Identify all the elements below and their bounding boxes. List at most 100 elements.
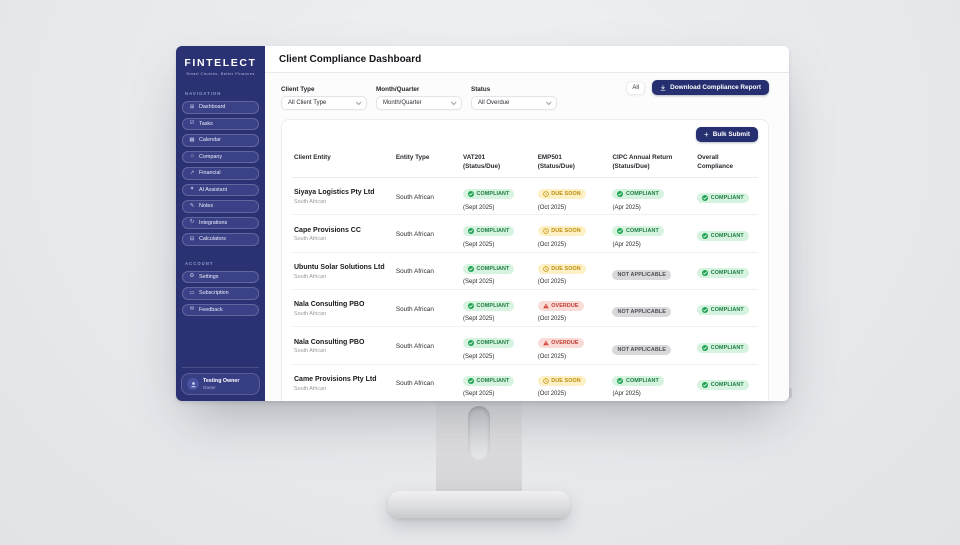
client-name: Came Provisions Pty Ltd	[294, 376, 377, 384]
sidebar-item-notes[interactable]: ✎ Notes	[182, 200, 259, 213]
notes-icon: ✎	[189, 202, 195, 209]
check-circle-icon	[702, 269, 709, 276]
sidebar-item-label: Financial	[199, 170, 221, 177]
calculators-icon: ⊟	[189, 235, 195, 242]
filter-bar: Client Type All Client Type Month/Quarte…	[265, 73, 789, 119]
monitor-power-button	[787, 388, 792, 398]
client-subtype: South African	[294, 236, 327, 243]
overall-compliance-badge: COMPLIANT	[697, 193, 749, 204]
account-section-label: ACCOUNT	[185, 260, 214, 266]
vat201-status-badge: COMPLIANT	[463, 263, 515, 274]
client-name: Ubuntu Solar Solutions Ltd	[294, 264, 385, 272]
client-subtype: South African	[294, 273, 327, 280]
cipc-status-badge: COMPLIANT	[612, 375, 664, 386]
avatar	[187, 378, 199, 390]
emp501-status-badge: DUE SOON	[537, 263, 586, 274]
table-row[interactable]: Siyaya Logistics Pty Ltd South African S…	[292, 178, 758, 216]
check-circle-icon	[617, 377, 624, 384]
check-circle-icon	[702, 195, 709, 202]
sidebar-item-company[interactable]: ⌂ Company	[182, 150, 259, 163]
status-select[interactable]: All Overdue	[471, 96, 557, 110]
feedback-icon: ✉	[189, 306, 195, 312]
check-circle-icon	[468, 228, 474, 235]
cipc-status-badge: COMPLIANT	[612, 189, 664, 199]
sidebar-item-settings[interactable]: ⚙ Settings	[182, 270, 259, 283]
sidebar-item-feedback[interactable]: ✉ Feedback	[182, 303, 259, 316]
check-circle-icon	[468, 377, 474, 384]
vat201-due: (Sept 2025)	[463, 279, 495, 286]
check-circle-icon	[702, 381, 709, 388]
client-name: Nala Consulting PBO	[294, 338, 365, 346]
all-chip[interactable]: All	[626, 80, 646, 95]
vat201-status-badge: COMPLIANT	[463, 338, 515, 349]
sidebar-item-label: Calendar	[199, 137, 221, 144]
check-circle-icon	[617, 228, 624, 235]
check-circle-icon	[702, 344, 709, 351]
client-subtype: South African	[294, 311, 327, 318]
vat201-due: (Sept 2025)	[463, 353, 495, 360]
cipc-status-badge: NOT APPLICABLE	[612, 269, 671, 280]
emp501-status-badge: OVERDUE	[537, 338, 584, 349]
emp501-status-badge: DUE SOON	[537, 226, 586, 237]
check-circle-icon	[468, 340, 474, 347]
chevron-down-icon	[545, 99, 552, 106]
entity-type: South African	[395, 305, 434, 313]
cipc-due: (Apr 2025)	[612, 391, 641, 398]
monitor-cable-hole	[468, 406, 490, 460]
chevron-down-icon	[355, 99, 362, 106]
monitor-stand-base	[388, 491, 570, 518]
emp501-status-badge: OVERDUE	[537, 300, 584, 311]
emp501-status-badge: DUE SOON	[537, 189, 586, 199]
sidebar-item-calendar[interactable]: ▦ Calendar	[182, 134, 259, 147]
table-row[interactable]: Nala Consulting PBO South African South …	[292, 327, 758, 365]
client-name: Siyaya Logistics Pty Ltd	[294, 189, 375, 197]
sidebar-item-label: AI Assistant	[199, 186, 228, 193]
clock-icon	[542, 228, 549, 235]
warning-triangle-icon	[543, 303, 549, 309]
vat201-due: (Sept 2025)	[463, 241, 495, 248]
sidebar-item-label: Notes	[199, 203, 214, 210]
brand-name: FINTELECT	[184, 57, 257, 69]
table-row[interactable]: Nala Consulting PBO South African South …	[292, 290, 758, 328]
compliance-table-card: + Bulk Submit Client Entity Entity Type …	[281, 119, 769, 401]
title-bar: Client Compliance Dashboard	[265, 46, 789, 73]
client-name: Nala Consulting PBO	[294, 301, 365, 309]
entity-type: South African	[395, 193, 434, 201]
client-type-label: Client Type	[281, 86, 315, 93]
sidebar-item-ai-assistant[interactable]: ✦ AI Assistant	[182, 183, 259, 196]
clock-icon	[542, 191, 549, 197]
table-row[interactable]: Cape Provisions CC South African South A…	[292, 215, 758, 253]
table-row[interactable]: Ubuntu Solar Solutions Ltd South African…	[292, 253, 758, 290]
table-row[interactable]: Came Provisions Pty Ltd South African So…	[292, 365, 758, 401]
sidebar-item-financial[interactable]: ↗ Financial	[182, 167, 259, 180]
download-report-button[interactable]: Download Compliance Report	[652, 80, 769, 95]
sidebar-item-calculators[interactable]: ⊟ Calculators	[182, 233, 259, 246]
sidebar-item-dashboard[interactable]: ⊞ Dashboard	[182, 101, 259, 114]
card-icon: ▭	[189, 289, 195, 296]
sidebar-item-label: Settings	[199, 273, 219, 280]
main-content: Client Compliance Dashboard Client Type …	[265, 46, 789, 401]
monitor-stand-neck	[436, 398, 522, 498]
overall-compliance-badge: COMPLIANT	[697, 267, 749, 278]
user-name: Testing Owner	[203, 378, 240, 385]
person-icon	[190, 381, 196, 387]
user-profile[interactable]: Testing Owner Owner	[181, 373, 260, 395]
month-quarter-select[interactable]: Month/Quarter	[376, 96, 462, 110]
vat201-status-badge: COMPLIANT	[463, 226, 515, 237]
monitor-screen: FINTELECT Smart Choices, Better Finances…	[176, 46, 789, 401]
clock-icon	[542, 265, 549, 272]
bulk-submit-button[interactable]: + Bulk Submit	[696, 127, 758, 142]
table-header: Client Entity Entity Type VAT201 (Status/…	[292, 149, 758, 178]
client-subtype: South African	[294, 199, 327, 206]
client-type-select[interactable]: All Client Type	[281, 96, 367, 110]
check-circle-icon	[468, 191, 474, 197]
sidebar-item-integrations[interactable]: ↻ Integrations	[182, 216, 259, 229]
sidebar-item-tasks[interactable]: ☑ Tasks	[182, 117, 259, 130]
overall-compliance-badge: COMPLIANT	[697, 305, 749, 316]
emp501-due: (Oct 2025)	[537, 241, 567, 248]
brand-logo: FINTELECT Smart Choices, Better Finances	[176, 46, 265, 83]
vat201-due: (Sept 2025)	[463, 316, 495, 323]
emp501-due: (Oct 2025)	[537, 279, 567, 286]
sidebar-item-subscription[interactable]: ▭ Subscription	[182, 287, 259, 300]
entity-type: South African	[395, 268, 434, 276]
